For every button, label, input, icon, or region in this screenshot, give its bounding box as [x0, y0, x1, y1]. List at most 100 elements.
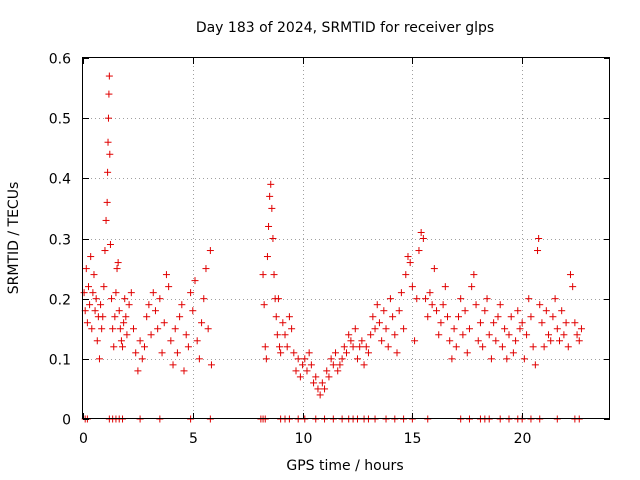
data-point — [408, 283, 416, 291]
x-tick-label: 20 — [514, 431, 532, 447]
data-point — [476, 319, 484, 327]
data-point — [132, 349, 140, 357]
data-point — [191, 277, 199, 285]
data-point — [292, 367, 300, 375]
data-point — [367, 331, 375, 339]
data-point — [523, 331, 531, 339]
data-point — [358, 337, 366, 345]
data-point — [84, 283, 92, 291]
data-point — [273, 331, 281, 339]
data-point — [138, 355, 146, 363]
data-point — [173, 349, 181, 357]
data-point — [545, 331, 553, 339]
data-point — [503, 355, 511, 363]
data-point — [267, 180, 275, 188]
data-point — [123, 331, 131, 339]
data-point — [490, 319, 498, 327]
data-point — [571, 319, 579, 327]
data-point — [200, 295, 208, 303]
data-point — [422, 295, 430, 303]
data-point — [395, 307, 403, 315]
data-point — [117, 337, 125, 345]
data-point — [417, 228, 425, 236]
data-point — [329, 361, 337, 369]
data-point — [457, 295, 465, 303]
data-point — [463, 349, 471, 357]
data-point — [143, 313, 151, 321]
data-point — [285, 313, 293, 321]
data-point — [531, 361, 539, 369]
data-point — [147, 331, 155, 339]
data-point — [468, 283, 476, 291]
data-point — [573, 331, 581, 339]
data-point — [195, 355, 203, 363]
data-point — [441, 283, 449, 291]
data-point — [380, 307, 388, 315]
data-point — [444, 313, 452, 321]
data-point — [393, 349, 401, 357]
data-point — [93, 337, 101, 345]
data-point — [419, 235, 427, 242]
data-point — [470, 271, 478, 279]
data-point — [97, 301, 105, 309]
data-point — [160, 319, 168, 327]
data-point — [105, 90, 113, 98]
data-point — [373, 301, 381, 309]
data-point — [109, 325, 117, 333]
chart-title: Day 183 of 2024, SRMTID for receiver glp… — [196, 20, 494, 36]
data-point — [494, 313, 502, 321]
y-axis-label: SRMTID / TECUs — [6, 182, 22, 295]
data-point — [314, 385, 322, 393]
data-point — [474, 337, 482, 345]
data-point — [116, 325, 124, 333]
data-point — [303, 367, 311, 375]
data-point — [347, 337, 355, 345]
y-tick-label: 0 — [62, 413, 71, 429]
data-point — [382, 325, 390, 333]
data-point — [566, 271, 574, 279]
data-point — [294, 355, 302, 363]
data-point — [108, 295, 116, 303]
data-point — [332, 349, 340, 357]
data-point — [448, 355, 456, 363]
data-point — [104, 114, 112, 122]
data-point — [104, 138, 112, 146]
data-point — [535, 235, 543, 242]
data-point — [514, 307, 522, 315]
data-point — [105, 72, 113, 80]
data-point — [555, 337, 563, 345]
data-marks — [80, 72, 585, 423]
data-point — [206, 247, 214, 255]
data-point — [327, 355, 335, 363]
data-point — [569, 283, 577, 291]
data-point — [158, 349, 166, 357]
data-point — [496, 301, 504, 309]
data-point — [167, 337, 175, 345]
x-tick-label: 5 — [189, 431, 198, 447]
data-point — [527, 313, 535, 321]
data-point — [268, 204, 276, 212]
plot-frame — [82, 57, 610, 419]
data-point — [413, 295, 421, 303]
data-point — [507, 313, 515, 321]
data-point — [454, 313, 462, 321]
data-point — [553, 325, 561, 333]
y-tick-label: 0.1 — [49, 353, 71, 369]
y-tick-label: 0.6 — [49, 52, 71, 68]
data-point — [525, 295, 533, 303]
data-point — [479, 343, 487, 351]
data-point — [180, 367, 188, 375]
data-point — [283, 343, 291, 351]
data-point — [378, 337, 386, 345]
data-point — [90, 271, 98, 279]
data-point — [547, 337, 555, 345]
data-point — [558, 307, 566, 315]
data-point — [140, 343, 148, 351]
y-tick-label: 0.3 — [49, 233, 71, 249]
x-tick-label: 15 — [404, 431, 422, 447]
data-point — [261, 343, 269, 351]
data-point — [343, 349, 350, 357]
data-point — [259, 271, 267, 279]
data-point — [415, 247, 423, 255]
